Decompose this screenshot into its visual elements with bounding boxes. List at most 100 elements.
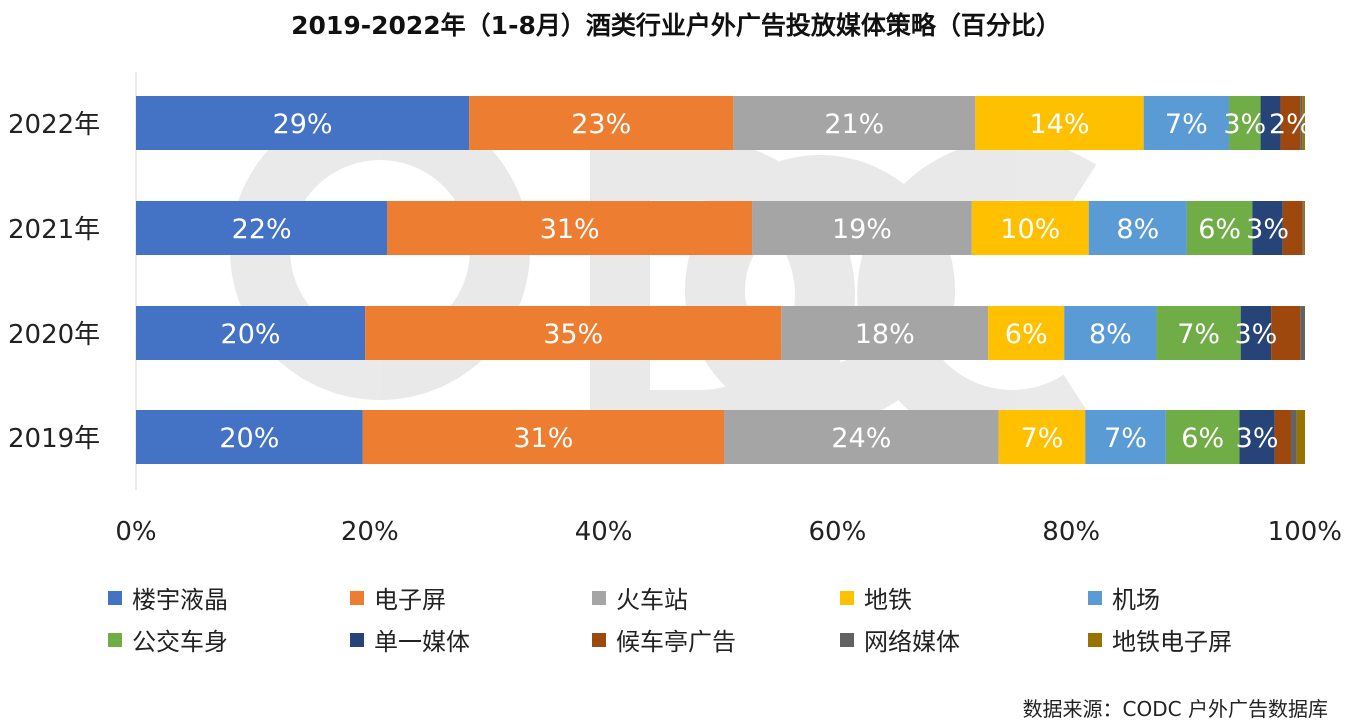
- legend-label: 楼宇液晶: [132, 586, 228, 614]
- bar-segment: [1064, 306, 1157, 360]
- legend-label: 单一媒体: [374, 628, 470, 656]
- bar-segment: [1186, 201, 1253, 255]
- category-label: 2022年: [8, 110, 100, 140]
- data-label: 19%: [832, 214, 892, 245]
- x-tick-label: 80%: [1042, 517, 1100, 547]
- legend-swatch: [108, 632, 122, 647]
- data-label: 6%: [1198, 214, 1241, 245]
- bar-segment: [1240, 306, 1272, 360]
- legend-label: 候车亭广告: [616, 628, 736, 656]
- bar-segment: [362, 410, 725, 464]
- data-label: 35%: [543, 319, 603, 350]
- bar-segment: [1252, 201, 1283, 255]
- data-label: 20%: [219, 423, 279, 454]
- legend-item: 地铁: [840, 580, 912, 615]
- data-label: 7%: [1104, 423, 1147, 454]
- legend-swatch: [350, 632, 364, 647]
- bar-segment: [724, 410, 999, 464]
- legend-item: 网络媒体: [840, 622, 960, 657]
- data-label: 3%: [1246, 214, 1289, 245]
- data-label: 29%: [273, 109, 333, 140]
- bar-segment: [469, 96, 734, 150]
- legend-swatch: [592, 632, 606, 647]
- category-label: 2019年: [8, 424, 100, 454]
- bar-segment: [971, 201, 1089, 255]
- legend-label: 网络媒体: [864, 628, 960, 656]
- bar-segment: [1239, 410, 1275, 464]
- bar-segment: [1290, 410, 1297, 464]
- bar-segment: [1271, 306, 1301, 360]
- data-label: 14%: [1030, 109, 1090, 140]
- data-label: 3%: [1223, 109, 1266, 140]
- bar-segment: [752, 201, 972, 255]
- legend-label: 地铁电子屏: [1112, 628, 1232, 656]
- bar-segment: [1302, 96, 1305, 150]
- bar-segment: [1260, 96, 1281, 150]
- bar-segment: [136, 306, 366, 360]
- stacked-bar-chart: 29% 23% 21% 14% 7% 3% 2%22% 31% 19% 10% 8% 6% 3%20% 3…: [8, 72, 1342, 547]
- data-label: 31%: [513, 423, 573, 454]
- legend-label: 公交车身: [132, 628, 228, 656]
- data-label: 23%: [571, 109, 631, 140]
- legend-swatch: [840, 590, 854, 605]
- legend-swatch: [1088, 632, 1102, 647]
- legend-item: 楼宇液晶: [108, 580, 228, 615]
- watermark-logo: [230, 100, 1097, 450]
- bar-segment: [733, 96, 976, 150]
- data-label: 31%: [540, 214, 600, 245]
- category-label: 2020年: [8, 320, 100, 350]
- legend-item: 地铁电子屏: [1088, 622, 1232, 657]
- bar-segment: [136, 201, 388, 255]
- bar-segment: [1280, 96, 1301, 150]
- source-note: 数据来源：CODC 户外广告数据库: [1022, 697, 1328, 721]
- x-tick-label: 20%: [341, 517, 399, 547]
- legend-swatch: [1088, 590, 1102, 605]
- bar-segment: [1296, 410, 1305, 464]
- legend-item: 机场: [1088, 580, 1160, 615]
- bar-segment: [1229, 96, 1261, 150]
- legend-label: 电子屏: [374, 586, 446, 614]
- data-label: 3%: [1234, 319, 1277, 350]
- x-tick-label: 0%: [115, 517, 156, 547]
- bar-segment: [1300, 96, 1303, 150]
- bar-segment: [1156, 306, 1241, 360]
- bar-segment: [1143, 96, 1230, 150]
- data-label: 7%: [1165, 109, 1208, 140]
- legend-item: 公交车身: [108, 622, 228, 657]
- data-label: 7%: [1177, 319, 1220, 350]
- data-label: 20%: [221, 319, 281, 350]
- legend-item: 火车站: [592, 580, 688, 615]
- data-label: 3%: [1236, 423, 1279, 454]
- legend-label: 地铁: [864, 586, 912, 614]
- bar-segment: [1165, 410, 1240, 464]
- data-label: 22%: [232, 214, 292, 245]
- category-label: 2021年: [8, 215, 100, 245]
- data-label: 21%: [824, 109, 884, 140]
- data-label: 2%: [1269, 109, 1312, 140]
- legend-label: 机场: [1112, 586, 1160, 614]
- data-label: 8%: [1089, 319, 1132, 350]
- legend-item: 电子屏: [350, 580, 446, 615]
- x-tick-label: 60%: [809, 517, 867, 547]
- chart-title: 2019-2022年（1-8月）酒类行业户外广告投放媒体策略（百分比）: [291, 11, 1061, 40]
- legend-swatch: [592, 590, 606, 605]
- bar-segment: [136, 96, 470, 150]
- x-tick-label: 40%: [575, 517, 633, 547]
- bar-segment: [1282, 201, 1303, 255]
- bar-segment: [1302, 201, 1304, 255]
- legend-swatch: [840, 632, 854, 647]
- legend-item: 单一媒体: [350, 622, 470, 657]
- bar-segment: [998, 410, 1086, 464]
- data-label: 18%: [855, 319, 915, 350]
- x-tick-label: 100%: [1268, 517, 1342, 547]
- legend-item: 候车亭广告: [592, 622, 736, 657]
- legend-swatch: [108, 590, 122, 605]
- bar-segment: [988, 306, 1065, 360]
- bar-segment: [975, 96, 1144, 150]
- bar-segment: [1303, 201, 1305, 255]
- bar-segment: [1274, 410, 1291, 464]
- legend-swatch: [350, 590, 364, 605]
- bar-segment: [1088, 201, 1187, 255]
- legend-label: 火车站: [616, 586, 688, 614]
- bar-segment: [1300, 306, 1305, 360]
